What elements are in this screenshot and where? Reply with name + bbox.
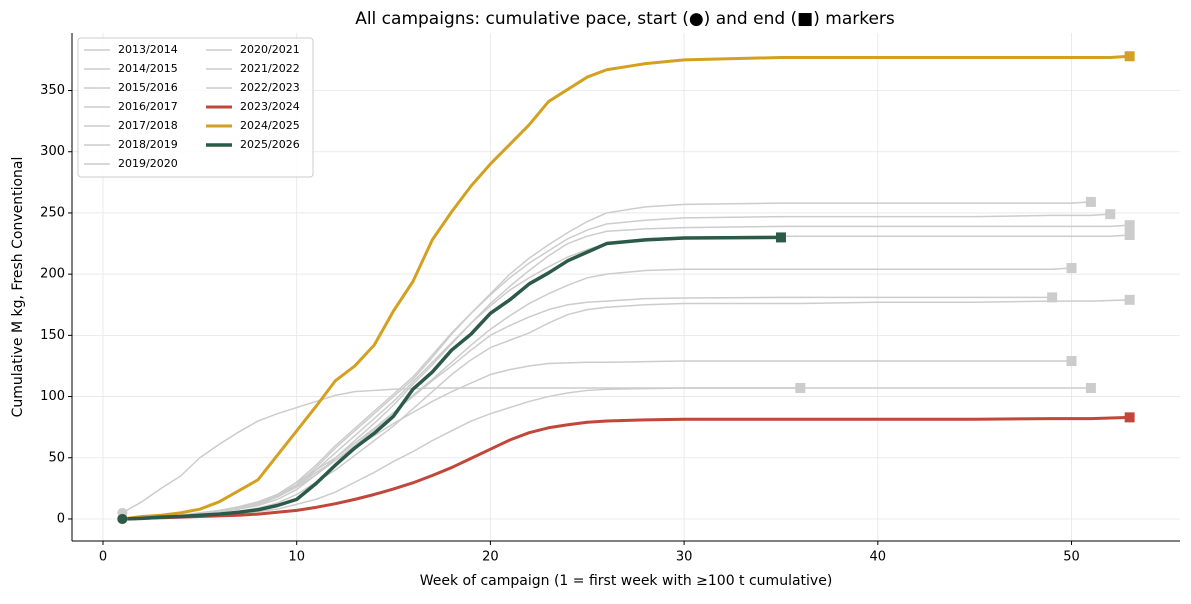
end-marker <box>795 382 806 393</box>
series-line <box>121 387 1091 514</box>
end-marker <box>1105 209 1116 220</box>
end-marker <box>1124 412 1135 423</box>
x-axis-label: Week of campaign (1 = first week with ≥1… <box>420 573 833 589</box>
legend-label: 2013/2014 <box>118 43 178 56</box>
markers <box>117 51 1135 524</box>
end-marker <box>1124 220 1135 231</box>
y-tick-label: 0 <box>57 511 65 526</box>
series-line <box>122 234 1130 520</box>
x-tick-label: 40 <box>870 550 887 565</box>
x-tick-label: 30 <box>676 550 693 565</box>
legend-label: 2016/2017 <box>118 100 178 113</box>
lines <box>121 54 1130 521</box>
series-line <box>122 54 1130 521</box>
x-tick-label: 20 <box>482 550 499 565</box>
y-tick-label: 350 <box>40 83 65 98</box>
y-tick-label: 50 <box>48 450 65 465</box>
legend-box <box>77 37 314 178</box>
y-tick-label: 250 <box>40 205 65 220</box>
legend-label: 2018/2019 <box>118 138 178 151</box>
y-axis-label: Cumulative M kg, Fresh Conventional <box>10 157 26 418</box>
end-marker <box>1047 292 1058 303</box>
end-marker <box>1124 294 1135 305</box>
series-line <box>122 267 1072 520</box>
legend-label: 2023/2024 <box>240 100 300 113</box>
end-marker <box>1085 382 1096 393</box>
series-line <box>122 213 1111 520</box>
y-tick-label: 300 <box>40 144 65 159</box>
legend-label: 2014/2015 <box>118 62 178 75</box>
legend: 2013/2014 2014/2015 2015/2016 2016/2017 2017… <box>77 37 314 178</box>
end-marker <box>1085 196 1096 207</box>
series-line <box>122 360 1072 520</box>
legend-label: 2024/2025 <box>240 119 300 132</box>
y-tick-label: 150 <box>40 328 65 343</box>
end-marker <box>1066 263 1077 274</box>
end-marker <box>1124 229 1135 240</box>
legend-label: 2015/2016 <box>118 81 178 94</box>
legend-label: 2021/2022 <box>240 62 300 75</box>
series-line <box>122 299 1130 520</box>
legend-label: 2019/2020 <box>118 157 178 170</box>
chart-title: All campaigns: cumulative pace, start (●… <box>355 9 895 29</box>
start-marker <box>117 513 128 524</box>
end-marker <box>1124 51 1135 62</box>
x-tick-label: 10 <box>288 550 305 565</box>
legend-label: 2025/2026 <box>240 138 300 151</box>
x-tick-label: 50 <box>1063 550 1080 565</box>
legend-label: 2020/2021 <box>240 43 300 56</box>
y-tick-label: 100 <box>40 389 65 404</box>
y-tick-label: 200 <box>40 267 65 282</box>
end-marker <box>1066 356 1077 367</box>
end-marker <box>775 232 786 243</box>
x-tick-label: 0 <box>99 550 107 565</box>
grid <box>72 33 1180 541</box>
series-line <box>122 415 1130 521</box>
legend-label: 2022/2023 <box>240 81 300 94</box>
series-line <box>122 296 1053 520</box>
series-line <box>122 235 781 521</box>
legend-label: 2017/2018 <box>118 119 178 132</box>
